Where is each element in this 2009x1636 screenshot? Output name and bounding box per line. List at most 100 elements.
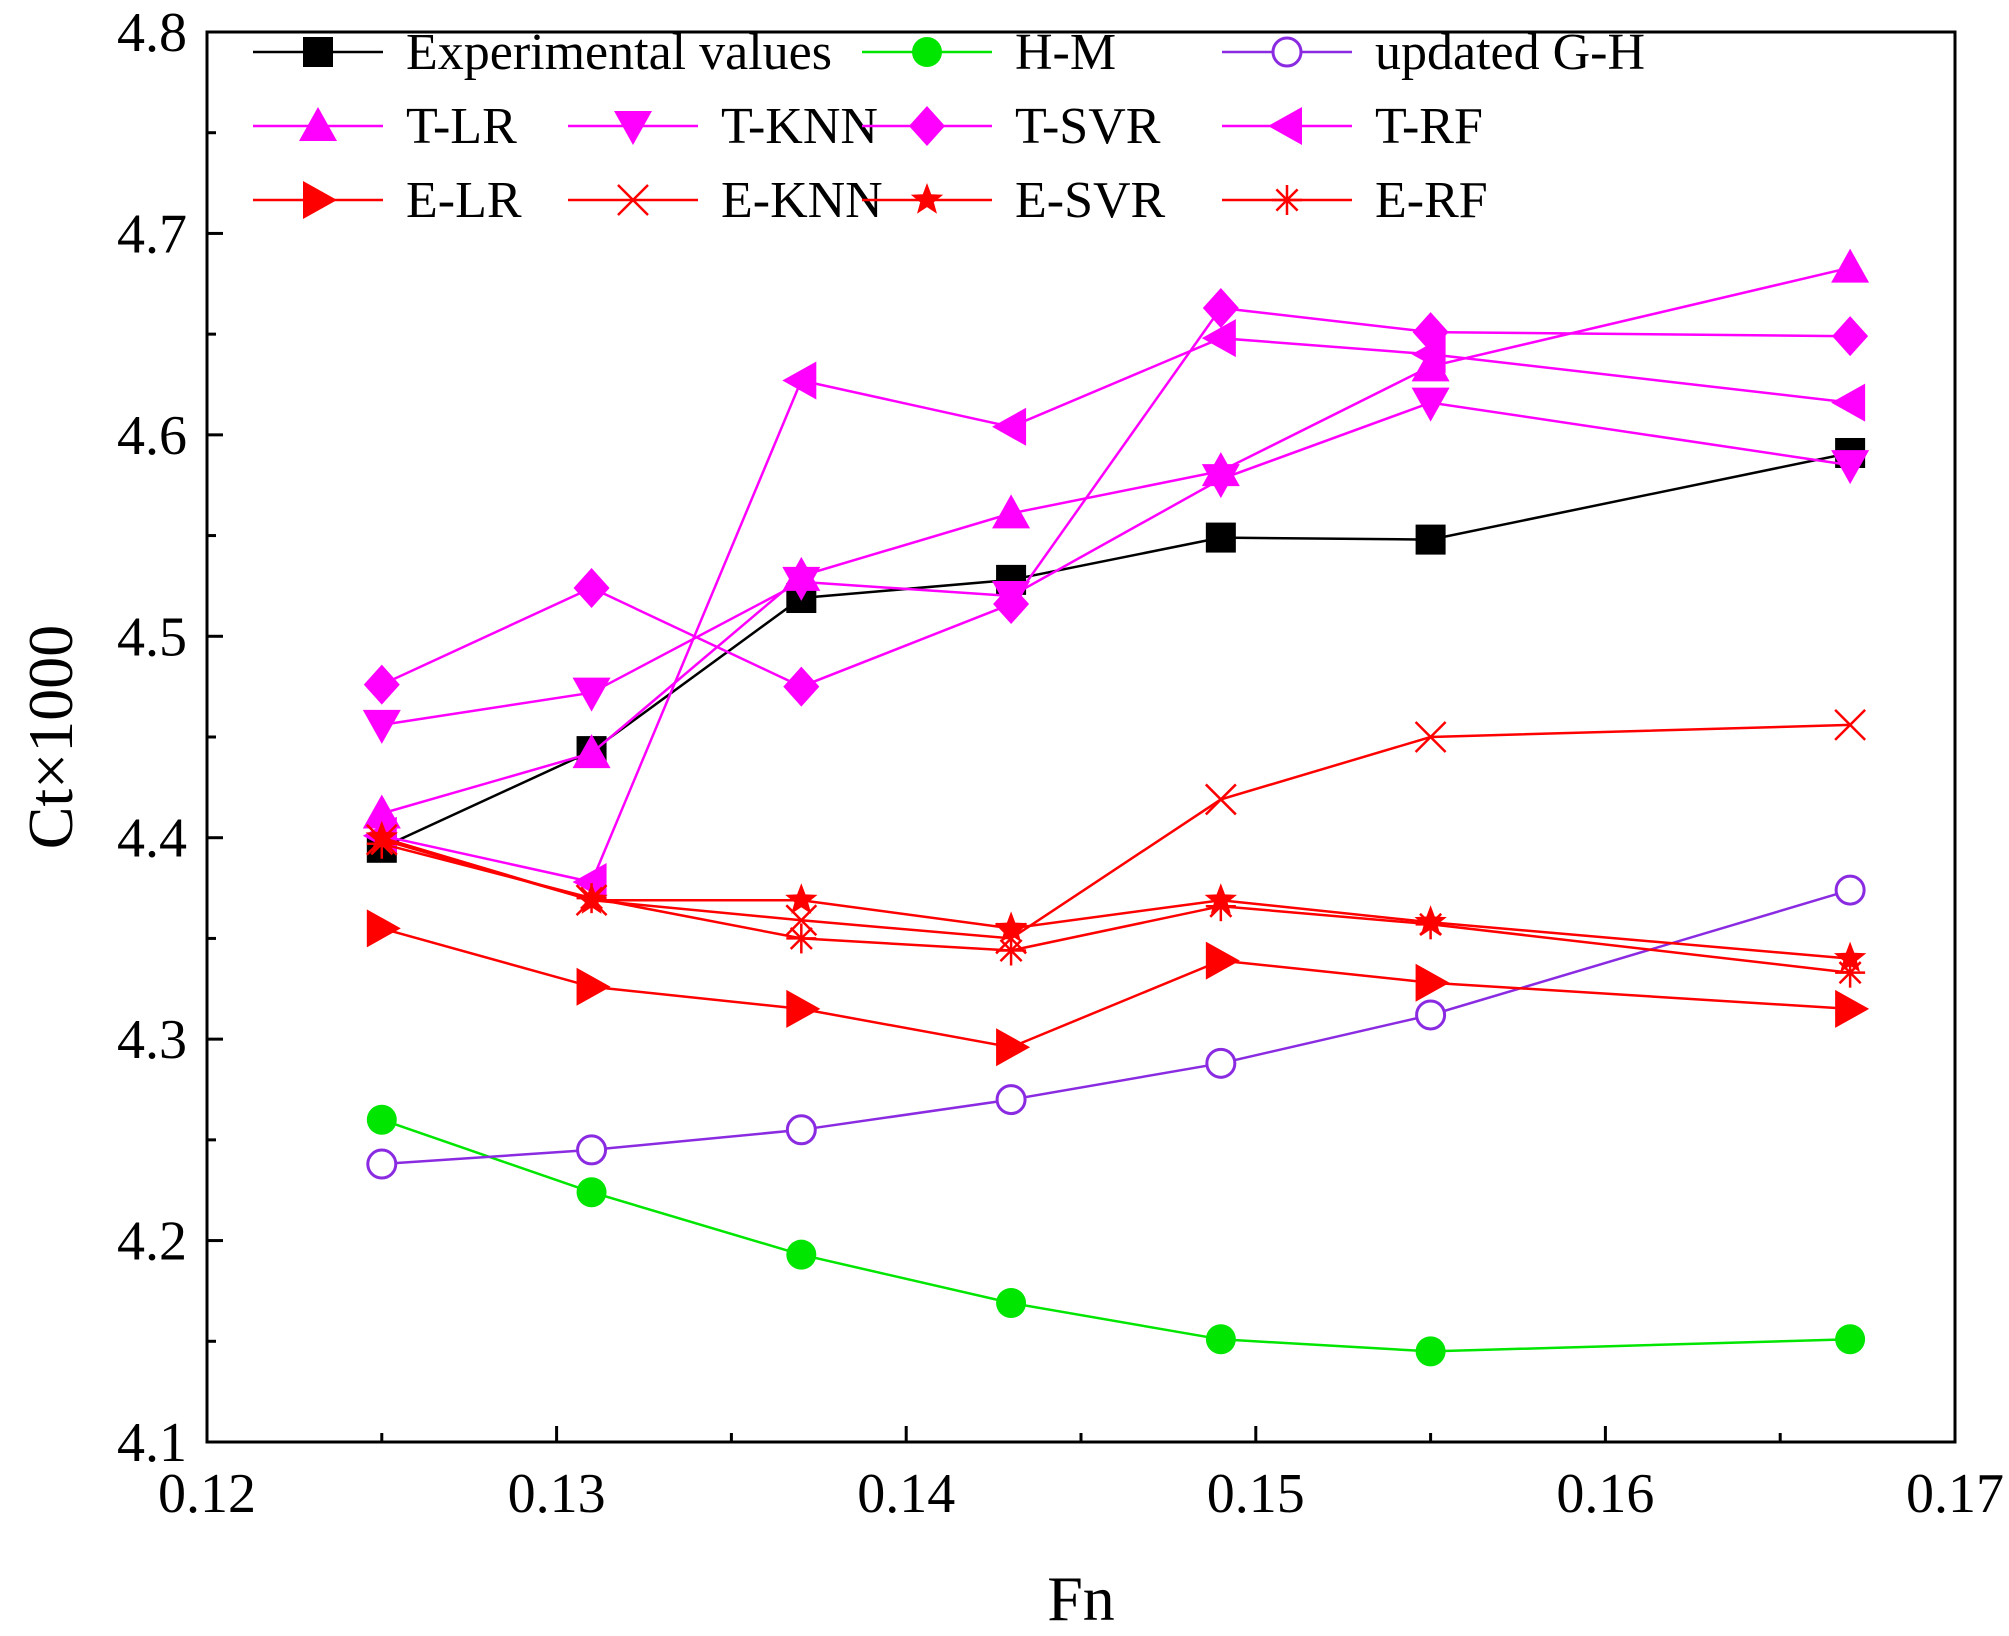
marker-square-filled: [303, 37, 333, 67]
legend-item: T-SVR: [862, 98, 1161, 155]
legend-label: Experimental values: [406, 24, 832, 81]
data-point: [1205, 941, 1240, 980]
legend-item: updated G-H: [1222, 24, 1645, 81]
legend-label: updated G-H: [1375, 24, 1645, 81]
data-point: [573, 567, 610, 608]
x-tick-label: 0.15: [1207, 1463, 1305, 1525]
series-line: [381, 451, 1851, 849]
data-point: [576, 883, 607, 914]
y-tick-label: 4.6: [117, 405, 187, 467]
legend-label: E-LR: [406, 172, 522, 229]
series-group: [362, 248, 1870, 1367]
data-point: [1831, 450, 1870, 485]
data-point: [1411, 335, 1446, 374]
legend-item: T-KNN: [568, 98, 878, 155]
x-tick-label: 0.16: [1556, 1463, 1654, 1525]
y-tick-label: 4.7: [117, 203, 187, 265]
y-tick-label: 4.1: [117, 1412, 187, 1474]
legend-label: E-KNN: [721, 172, 883, 229]
series-line: [381, 336, 1851, 884]
legend-label: H-M: [1015, 24, 1116, 81]
data-point: [1415, 999, 1447, 1031]
data-point: [366, 909, 401, 948]
x-tick-label: 0.12: [158, 1463, 256, 1525]
plot-frame: [205, 30, 1957, 1444]
series-line: [381, 888, 1851, 1166]
data-point: [785, 904, 818, 937]
series-h-m: [366, 1104, 1866, 1367]
x-tick-label: 0.13: [508, 1463, 606, 1525]
data-point: [782, 361, 817, 400]
data-point: [992, 494, 1031, 529]
legend-label: T-KNN: [721, 98, 878, 155]
data-point: [572, 677, 611, 712]
data-point: [1831, 248, 1870, 283]
data-point: [786, 989, 821, 1028]
series-e-lr: [366, 909, 1870, 1067]
series-line: [381, 401, 1851, 727]
series-t-rf: [362, 319, 1866, 902]
marker-triangle-down: [614, 111, 652, 145]
data-point: [1834, 874, 1866, 906]
data-point: [1831, 383, 1866, 422]
y-tick-label: 4.3: [117, 1009, 187, 1071]
data-point: [993, 584, 1030, 625]
legend-item: E-KNN: [568, 172, 883, 229]
data-point: [1205, 891, 1236, 922]
data-point: [786, 1239, 817, 1270]
x-tick-label: 0.14: [857, 1463, 955, 1525]
x-tick-label: 0.17: [1906, 1463, 2004, 1525]
x-axis-title: Fn: [1047, 1563, 1115, 1634]
marker-triangle-up: [299, 107, 337, 141]
marker-asterisk: [1272, 185, 1302, 215]
data-point: [786, 923, 817, 954]
data-point: [782, 566, 821, 601]
data-point: [785, 1114, 817, 1146]
legend-item: E-LR: [253, 172, 522, 229]
data-point: [1415, 963, 1450, 1002]
data-point: [994, 911, 1028, 943]
data-point: [1832, 316, 1869, 357]
data-point: [576, 1134, 608, 1166]
y-tick-label: 4.8: [117, 2, 187, 64]
data-point: [785, 883, 818, 914]
data-point: [1202, 287, 1239, 328]
legend-label: T-SVR: [1015, 98, 1161, 155]
y-axis-title: Ct×1000: [15, 625, 86, 850]
data-point: [366, 1104, 397, 1135]
data-point: [1411, 387, 1450, 422]
data-point: [1415, 524, 1446, 555]
data-point: [576, 967, 611, 1006]
data-point: [1835, 989, 1870, 1028]
series-updated-g-h: [366, 874, 1866, 1180]
data-point: [366, 828, 397, 859]
legend-label: T-LR: [406, 98, 517, 155]
legend-label: E-SVR: [1015, 172, 1166, 229]
legend: Experimental values H-M updated G-H T-LR T-K…: [253, 24, 1645, 229]
data-point: [1415, 1336, 1446, 1367]
marker-circle-open: [1271, 36, 1303, 68]
legend-item: H-M: [862, 24, 1116, 81]
legend-item: Experimental values: [253, 24, 832, 81]
data-point: [1835, 957, 1866, 988]
data-point: [996, 1288, 1027, 1319]
data-point: [1415, 909, 1446, 940]
data-point: [1204, 783, 1237, 816]
data-point: [1834, 709, 1867, 741]
data-point: [992, 407, 1027, 446]
data-point: [366, 1148, 398, 1180]
series-e-rf: [366, 828, 1866, 988]
data-point: [1201, 319, 1236, 358]
legend-item: T-RF: [1222, 98, 1483, 155]
series-experimental-values: [366, 437, 1866, 863]
legend-item: E-RF: [1222, 172, 1488, 229]
marker-x: [617, 184, 649, 216]
data-point: [362, 709, 401, 744]
y-tick-label: 4.5: [117, 606, 187, 668]
data-point: [1205, 522, 1236, 553]
marker-star: [910, 183, 944, 214]
data-point: [363, 664, 400, 705]
legend-item: E-SVR: [862, 172, 1166, 229]
marker-triangle-left: [1268, 107, 1302, 145]
